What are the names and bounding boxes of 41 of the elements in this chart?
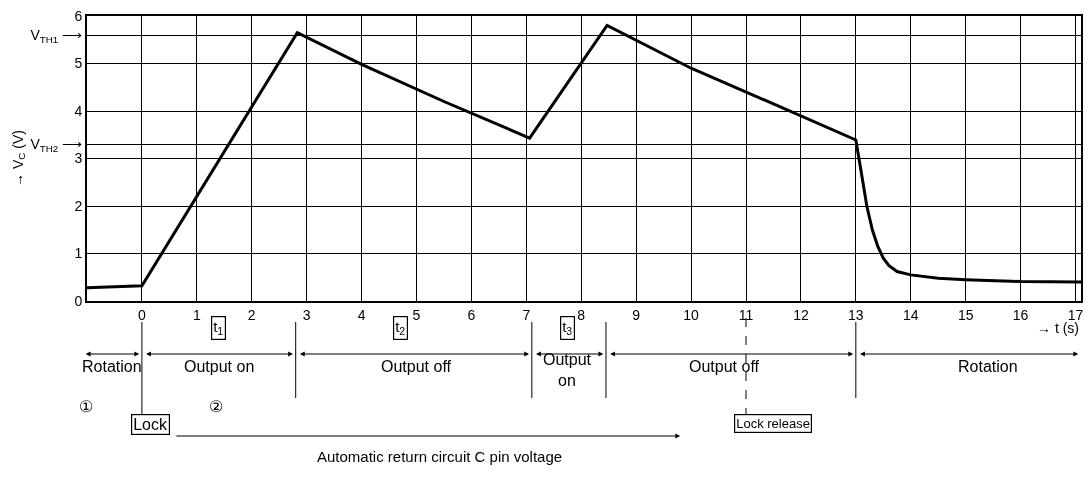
y-tick-label: 0 xyxy=(74,292,83,309)
text: Lock release xyxy=(736,416,810,432)
x-tick-label: 0 xyxy=(138,306,147,323)
x-tick-label: 5 xyxy=(412,306,421,323)
y-tick-label: 1 xyxy=(74,245,83,262)
x-tick-label: 1 xyxy=(192,306,201,323)
y-tick-label: 5 xyxy=(74,55,83,72)
x-tick-label: 12 xyxy=(793,306,809,323)
x-tick-label: 4 xyxy=(357,306,366,323)
x-tick-label: 17 xyxy=(1067,306,1084,323)
text: Output on xyxy=(184,358,255,375)
y-tick-label: 2 xyxy=(74,197,83,214)
y-tick-label: V$_{TH1}$ ⟶ xyxy=(30,26,83,45)
y-tick-label: 6 xyxy=(74,7,83,24)
text: Output on xyxy=(543,351,592,389)
x-tick-label: 3 xyxy=(302,306,311,323)
x-tick-label: 6 xyxy=(467,306,476,323)
x-tick-label: 7 xyxy=(522,306,531,323)
text: t$_{2}$ xyxy=(395,318,406,338)
text: Lock xyxy=(133,416,168,434)
x-tick-label: 15 xyxy=(957,306,974,323)
text: Rotation xyxy=(958,358,1018,375)
x-tick-label: 10 xyxy=(683,306,700,323)
x-tick-label: 2 xyxy=(247,306,256,323)
x-tick-label: 11 xyxy=(738,306,754,323)
y-tick-label: 4 xyxy=(74,102,83,119)
text: ① xyxy=(79,398,93,415)
text: Output off xyxy=(381,358,452,375)
text: t$_{1}$ xyxy=(213,318,224,338)
x-tick-label: 16 xyxy=(1012,306,1029,323)
text: t$_{3}$ xyxy=(562,318,573,338)
x-tick-label: 9 xyxy=(632,306,641,323)
x-axis-title: → t (s) xyxy=(1037,320,1079,336)
x-tick-label: 8 xyxy=(577,306,586,323)
text: Rotation xyxy=(82,358,142,375)
text: ② xyxy=(209,398,223,415)
text: Automatic return circuit C pin voltage xyxy=(317,448,563,465)
x-tick-label: 13 xyxy=(848,306,864,323)
x-tick-label: 14 xyxy=(902,306,919,323)
text: Output off xyxy=(689,358,760,375)
y-tick-label: 3 xyxy=(74,150,83,167)
